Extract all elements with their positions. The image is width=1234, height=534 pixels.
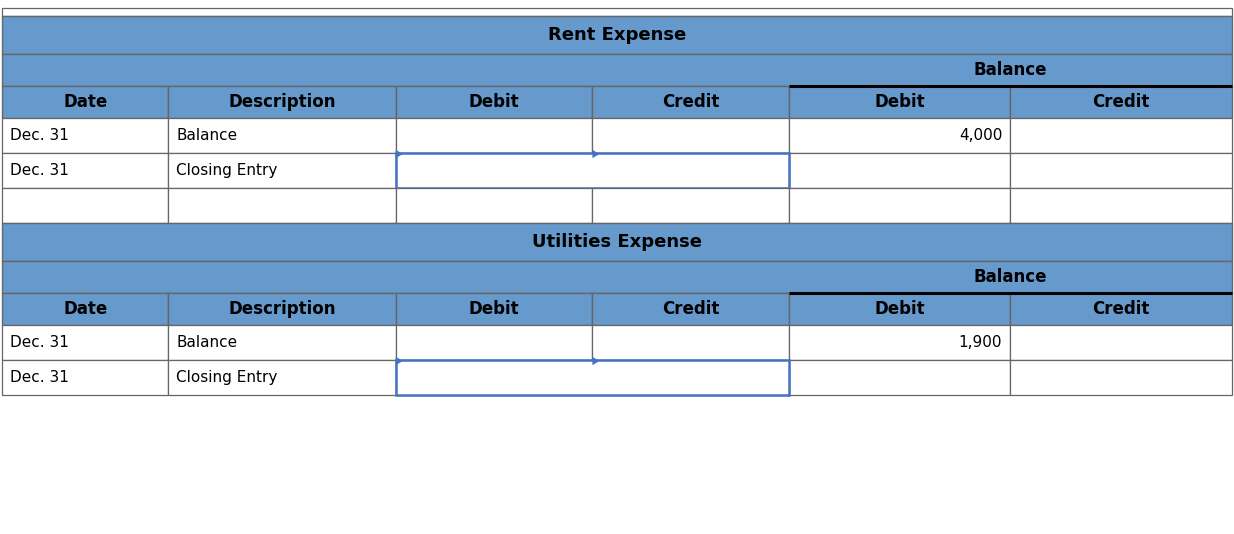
Text: Dec. 31: Dec. 31 [10, 163, 69, 178]
Text: Credit: Credit [663, 93, 719, 111]
Text: 1,900: 1,900 [959, 335, 1002, 350]
Bar [789, 118, 1011, 153]
Bar [789, 86, 1011, 118]
Bar [789, 360, 1011, 395]
Text: Date: Date [63, 93, 107, 111]
Bar [2, 8, 1232, 16]
Bar [1011, 325, 1232, 360]
Polygon shape [396, 150, 402, 158]
Text: Credit: Credit [1092, 93, 1150, 111]
Polygon shape [592, 357, 600, 365]
Text: Rent Expense: Rent Expense [548, 26, 686, 44]
Bar [2, 153, 168, 188]
Bar [168, 360, 396, 395]
Bar [2, 360, 168, 395]
Bar [396, 153, 789, 188]
Bar [396, 86, 592, 118]
Bar [2, 325, 168, 360]
Bar [1011, 293, 1232, 325]
Text: Balance: Balance [176, 128, 237, 143]
Text: Credit: Credit [1092, 300, 1150, 318]
Bar [396, 188, 592, 223]
Polygon shape [396, 357, 402, 365]
Text: Balance: Balance [176, 335, 237, 350]
Bar [789, 325, 1011, 360]
Text: Debit: Debit [875, 300, 926, 318]
Polygon shape [592, 150, 600, 158]
Bar [1011, 118, 1232, 153]
Bar [592, 86, 789, 118]
Bar [168, 118, 396, 153]
Text: Dec. 31: Dec. 31 [10, 370, 69, 385]
Bar [168, 86, 396, 118]
Text: Closing Entry: Closing Entry [176, 370, 278, 385]
Bar [592, 188, 789, 223]
Bar [396, 360, 789, 395]
Bar [396, 325, 592, 360]
Bar [168, 153, 396, 188]
Text: Balance: Balance [974, 268, 1048, 286]
Bar [592, 293, 789, 325]
Text: Date: Date [63, 300, 107, 318]
Bar [1011, 188, 1232, 223]
Text: Balance: Balance [974, 61, 1048, 79]
Bar [789, 293, 1011, 325]
Text: Description: Description [228, 93, 336, 111]
Text: Debit: Debit [469, 300, 520, 318]
Bar [2, 118, 168, 153]
Bar [2, 16, 1232, 54]
Bar [168, 325, 396, 360]
Bar [2, 54, 1232, 86]
Bar [1011, 86, 1232, 118]
Bar [1011, 360, 1232, 395]
Bar [1011, 153, 1232, 188]
Bar [396, 293, 592, 325]
Text: Dec. 31: Dec. 31 [10, 335, 69, 350]
Bar [592, 118, 789, 153]
Text: Debit: Debit [875, 93, 926, 111]
Bar [168, 293, 396, 325]
Bar [2, 86, 168, 118]
Bar [592, 153, 789, 188]
Bar [396, 118, 592, 153]
Text: 4,000: 4,000 [959, 128, 1002, 143]
Bar [2, 261, 1232, 293]
Bar [789, 153, 1011, 188]
Text: Utilities Expense: Utilities Expense [532, 233, 702, 251]
Text: Dec. 31: Dec. 31 [10, 128, 69, 143]
Text: Debit: Debit [469, 93, 520, 111]
Bar [592, 360, 789, 395]
Bar [2, 293, 168, 325]
Bar [2, 188, 168, 223]
Bar [396, 153, 592, 188]
Bar [168, 188, 396, 223]
Bar [592, 325, 789, 360]
Bar [2, 223, 1232, 261]
Bar [396, 360, 592, 395]
Text: Description: Description [228, 300, 336, 318]
Bar [789, 188, 1011, 223]
Text: Closing Entry: Closing Entry [176, 163, 278, 178]
Text: Credit: Credit [663, 300, 719, 318]
